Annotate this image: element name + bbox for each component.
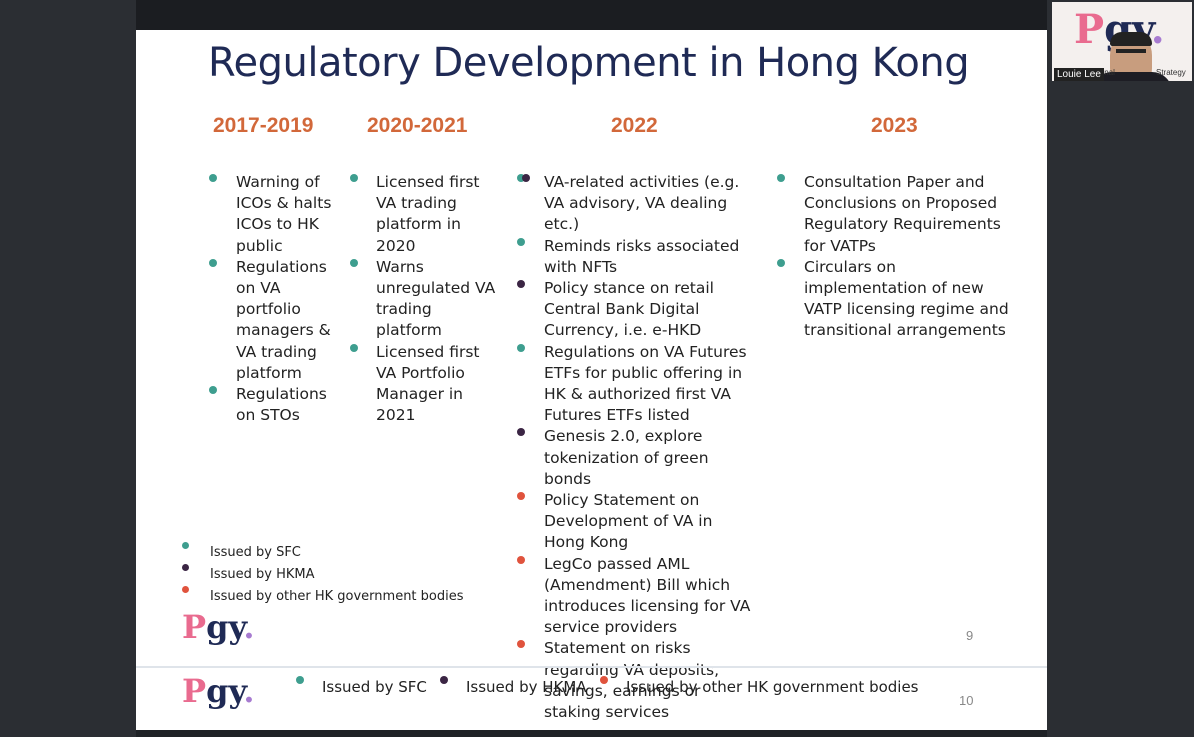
- hkma-dot: [517, 428, 525, 437]
- item-text: Warns unregulated VA trading platform: [376, 257, 496, 340]
- sfc-dot: [182, 542, 189, 549]
- list-item: Circulars on implementation of new VATP …: [777, 257, 1017, 342]
- sfc-dot: [517, 237, 525, 246]
- hkma-dot: [182, 564, 189, 571]
- sfc-dot: [209, 174, 217, 182]
- background-text: Strategy: [1156, 68, 1186, 77]
- sfc-dot: [209, 386, 217, 395]
- item-text: Licensed first VA trading platform in 20…: [376, 173, 480, 255]
- window-top-bar: [0, 0, 1194, 30]
- pgy-logo: Pgy.: [182, 672, 255, 710]
- slide-divider: [136, 666, 1047, 668]
- slide-title: Regulatory Development in Hong Kong: [208, 40, 970, 86]
- column-heading-2020-2021: 2020-2021: [367, 114, 468, 137]
- gov-dot: [517, 555, 525, 564]
- list-item: LegCo passed AML (Amendment) Bill which …: [517, 554, 757, 639]
- sfc-dot: [777, 174, 785, 182]
- video-thumbnail[interactable]: Pgy. ssional Strategy Louie Lee: [1052, 2, 1192, 81]
- column-2017-2019: Warning of ICOs & halts ICOs to HK publi…: [209, 172, 334, 426]
- list-item: Regulations on STOs: [209, 384, 334, 426]
- item-text: Policy Statement on Development of VA in…: [544, 491, 713, 552]
- column-2020-2021: Licensed first VA trading platform in 20…: [350, 172, 500, 426]
- sfc-dot: [209, 258, 217, 267]
- column-heading-2022: 2022: [611, 114, 658, 137]
- sfc-dot: [350, 174, 358, 182]
- sfc-dot: [296, 676, 304, 684]
- item-text: Circulars on implementation of new VATP …: [804, 257, 1009, 340]
- sfc-dot: [350, 258, 358, 267]
- column-2023: Consultation Paper and Conclusions on Pr…: [777, 172, 1017, 342]
- legend-label: Issued by SFC: [210, 545, 301, 560]
- item-text: Genesis 2.0, explore tokenization of gre…: [544, 427, 709, 488]
- participant-hair: [1110, 32, 1152, 46]
- item-text: Policy stance on retail Central Bank Dig…: [544, 279, 714, 340]
- item-text: VA-related activities (e.g. VA advisory,…: [544, 173, 740, 234]
- legend-label: Issued by other HK government bodies: [210, 589, 464, 604]
- bottom-legend-hkma: Issued by HKMA: [466, 678, 587, 696]
- item-text: Consultation Paper and Conclusions on Pr…: [804, 173, 1001, 255]
- hkma-dot: [440, 676, 448, 684]
- list-item: Policy Statement on Development of VA in…: [517, 490, 757, 554]
- gov-dot: [182, 586, 189, 593]
- left-gutter: [0, 0, 136, 737]
- column-2022: VA-related activities (e.g. VA advisory,…: [517, 172, 757, 723]
- page-number: 9: [966, 628, 974, 643]
- list-item: Genesis 2.0, explore tokenization of gre…: [517, 426, 757, 490]
- column-heading-2017-2019: 2017-2019: [213, 114, 314, 137]
- participant-body: [1092, 72, 1172, 81]
- list-item: Reminds risks associated with NFTs: [517, 236, 757, 278]
- gov-dot: [600, 676, 608, 684]
- list-item: Warning of ICOs & halts ICOs to HK publi…: [209, 172, 334, 257]
- sfc-dot: [350, 343, 358, 352]
- item-text: Regulations on STOs: [236, 385, 327, 425]
- list-item: Licensed first VA trading platform in 20…: [350, 172, 500, 257]
- list-item: Consultation Paper and Conclusions on Pr…: [777, 172, 1017, 257]
- participant-glasses: [1116, 49, 1146, 53]
- item-text: Statement on risks regarding VA deposits…: [544, 639, 720, 722]
- hkma-dot: [517, 280, 525, 289]
- list-item: Warns unregulated VA trading platform: [350, 257, 500, 342]
- list-item: VA-related activities (e.g. VA advisory,…: [517, 172, 757, 236]
- item-text: LegCo passed AML (Amendment) Bill which …: [544, 554, 751, 637]
- presentation-slide: Regulatory Development in Hong Kong 2017…: [136, 30, 1047, 730]
- column-heading-2023: 2023: [871, 114, 918, 137]
- item-text: Licensed first VA Portfolio Manager in 2…: [376, 342, 480, 425]
- item-text: Regulations on VA Futures ETFs for publi…: [544, 342, 747, 425]
- list-item: Statement on risks regarding VA deposits…: [517, 638, 757, 723]
- next-page-number: 10: [959, 693, 974, 708]
- sfc-dot: [517, 343, 525, 352]
- gov-dot: [517, 640, 525, 649]
- list-item: Licensed first VA Portfolio Manager in 2…: [350, 342, 500, 427]
- legend-label: Issued by HKMA: [210, 567, 315, 582]
- item-text: Regulations on VA portfolio managers & V…: [236, 257, 331, 382]
- participant-name-tag: Louie Lee: [1054, 68, 1104, 81]
- list-item: Regulations on VA Futures ETFs for publi…: [517, 342, 757, 427]
- gov-dot: [517, 492, 525, 501]
- bottom-legend-gov: Issued by other HK government bodies: [626, 678, 919, 696]
- sfc-dot: [517, 174, 525, 182]
- sfc-dot: [777, 258, 785, 267]
- list-item: Policy stance on retail Central Bank Dig…: [517, 278, 757, 342]
- bottom-legend-sfc: Issued by SFC: [322, 678, 427, 696]
- list-item: Regulations on VA portfolio managers & V…: [209, 257, 334, 384]
- right-gutter: [1047, 0, 1194, 737]
- item-text: Warning of ICOs & halts ICOs to HK publi…: [236, 173, 332, 255]
- pgy-logo: Pgy.: [182, 608, 255, 646]
- item-text: Reminds risks associated with NFTs: [544, 236, 740, 276]
- hkma-dot: [522, 174, 530, 182]
